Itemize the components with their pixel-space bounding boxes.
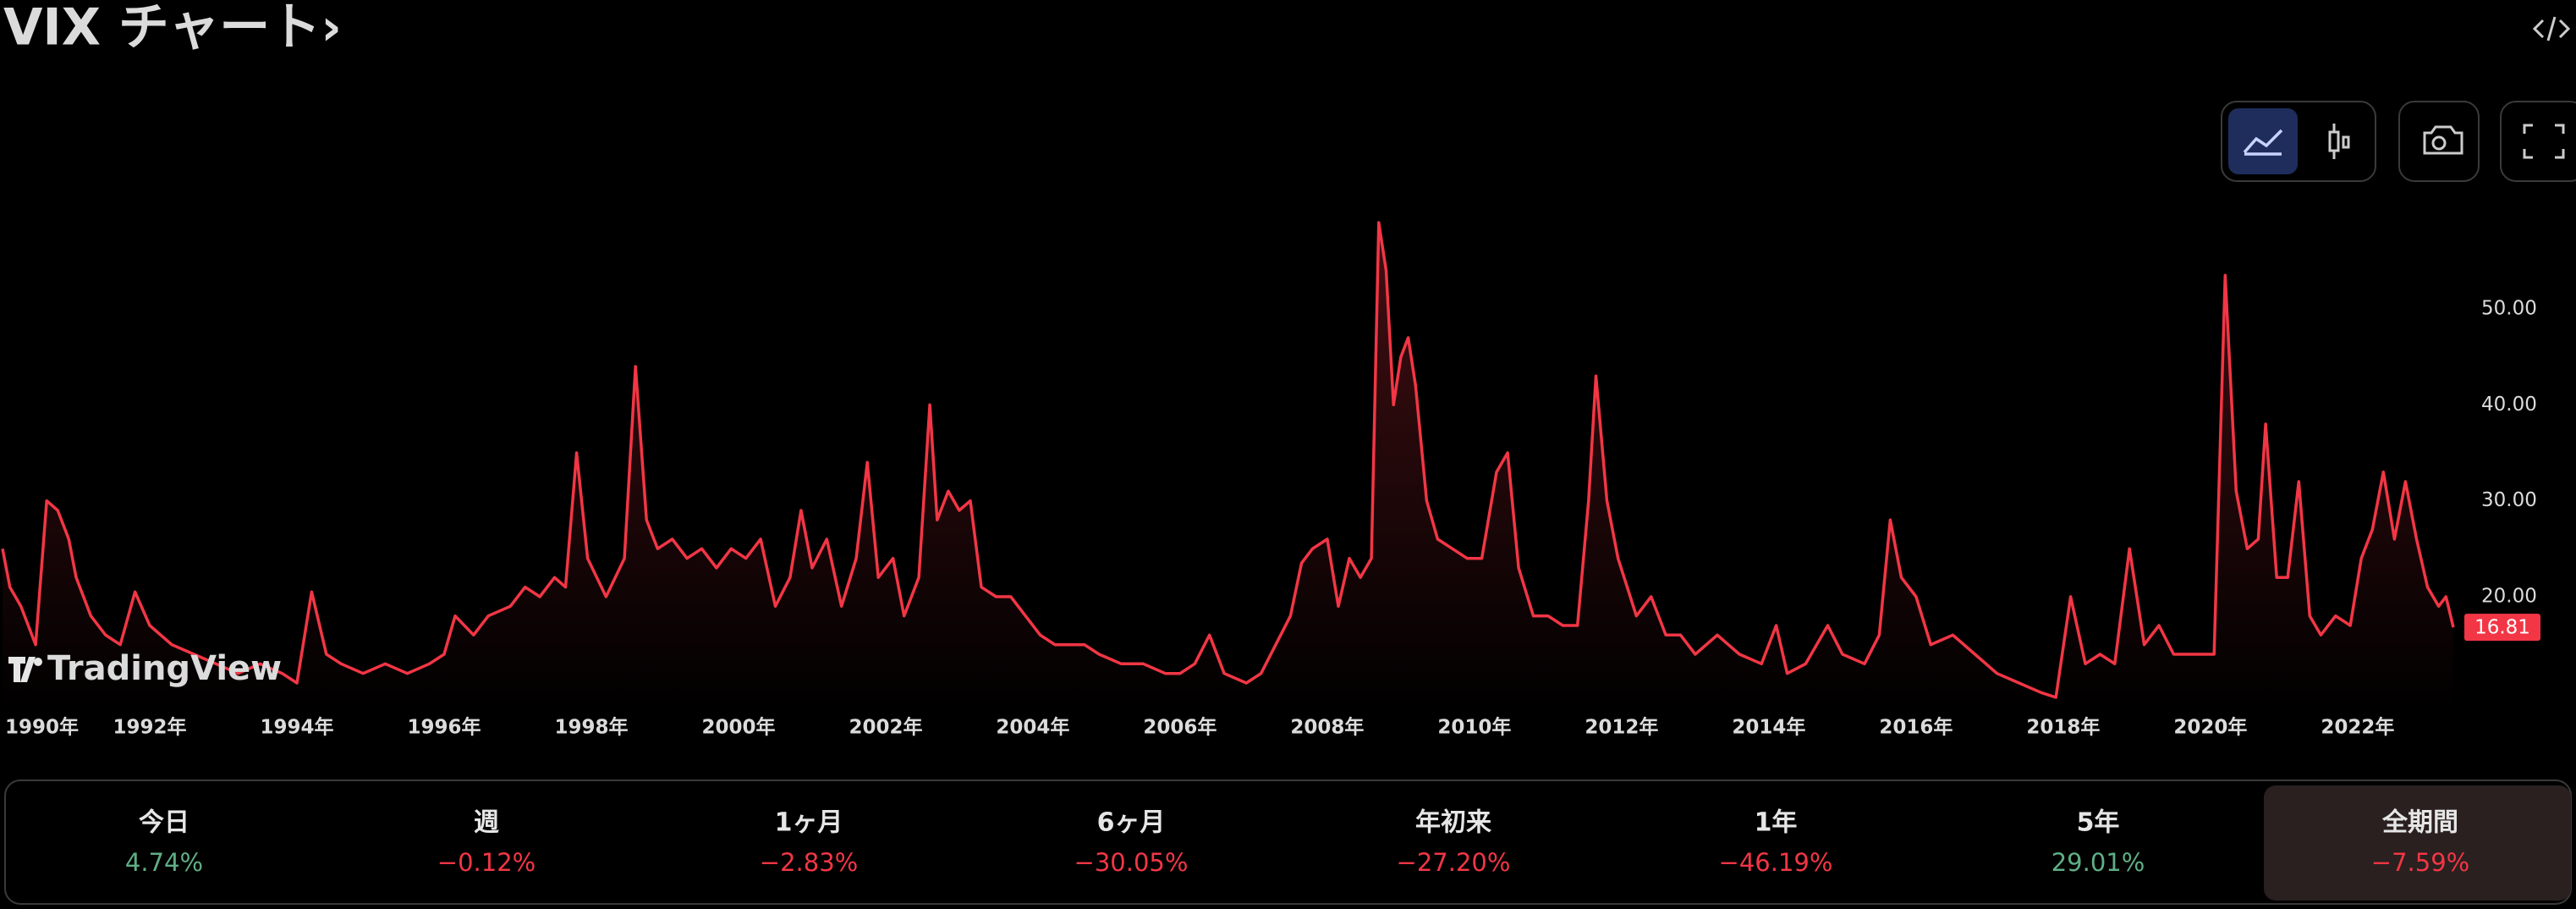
performance-cell[interactable]: 今日 4.74% [125, 808, 203, 878]
performance-bar [4, 780, 2572, 905]
period-change: −0.12% [437, 848, 536, 877]
performance-cell[interactable]: 6ヶ月 −30.05% [1074, 808, 1189, 878]
x-tick-label: 2014年 [1732, 716, 1805, 739]
performance-cell[interactable]: 年初来 −27.20% [1397, 808, 1511, 878]
period-label: 1年 [1755, 808, 1798, 838]
y-tick-label: 20.00 [2481, 586, 2537, 608]
x-tick-label: 2004年 [996, 716, 1069, 739]
period-label: 週 [474, 808, 499, 838]
period-change: −30.05% [1074, 848, 1189, 877]
x-tick-label: 2000年 [701, 716, 775, 739]
watermark-text: TradingView [47, 649, 282, 688]
y-tick-label: 40.00 [2481, 394, 2537, 416]
period-change: 29.01% [2051, 848, 2145, 877]
x-tick-label: 2020年 [2173, 716, 2247, 739]
y-tick-label: 30.00 [2481, 489, 2537, 511]
x-tick-label: 2008年 [1290, 716, 1364, 739]
snapshot-button[interactable] [2398, 101, 2480, 182]
candle-chart-button[interactable] [2328, 124, 2350, 159]
period-label: 6ヶ月 [1097, 808, 1166, 838]
chart-type-toggle [2221, 101, 2376, 182]
y-tick-label: 50.00 [2481, 298, 2537, 320]
performance-cell[interactable]: 全期間 −7.59% [2264, 785, 2571, 901]
period-label: 5年 [2077, 808, 2120, 838]
line-chart-button[interactable] [2228, 108, 2298, 174]
period-change: 4.74% [125, 848, 203, 877]
plot: 20.00 30.00 40.00 50.00 1990年 1992年 1994年 1996年… [1, 221, 2540, 739]
x-tick-label: 2018年 [2026, 716, 2100, 739]
x-tick-label: 1998年 [554, 716, 628, 739]
period-label: 年初来 [1415, 808, 1491, 838]
period-change: −46.19% [1719, 848, 1833, 877]
x-tick-label: 2016年 [1879, 716, 1953, 739]
period-change: −2.83% [760, 848, 858, 877]
x-tick-label: 1990年 [5, 716, 79, 739]
x-tick-label: 1996年 [407, 716, 481, 739]
chart-title[interactable]: VIX チャート› [3, 0, 342, 58]
watermark: TradingView [8, 649, 282, 688]
line [1, 221, 2455, 699]
period-label: 全期間 [2381, 808, 2458, 838]
x-tick-label: 1994年 [260, 716, 333, 739]
x-tick-label: 2012年 [1585, 716, 1658, 739]
last-price-label: 16.81 [2474, 617, 2530, 639]
period-change: −27.20% [1397, 848, 1511, 877]
performance-cells: 今日 4.74% 週 −0.12% 1ヶ月 −2.83% 6ヶ月 −30.05% 年初来 −27.… [125, 785, 2571, 901]
performance-cell[interactable]: 週 −0.12% [437, 808, 536, 878]
x-tick-label: 2002年 [849, 716, 922, 739]
embed-icon[interactable] [2532, 16, 2571, 41]
performance-cell[interactable]: 1年 −46.19% [1719, 808, 1833, 878]
performance-cell[interactable]: 5年 29.01% [2051, 808, 2145, 878]
period-change: −7.59% [2371, 848, 2469, 877]
period-label: 1ヶ月 [775, 808, 843, 838]
area [3, 223, 2453, 712]
x-tick-label: 2022年 [2321, 716, 2394, 739]
last-price-badge [2464, 614, 2540, 642]
x-tick-label: 2006年 [1143, 716, 1217, 739]
x-tick-label: 2010年 [1437, 716, 1511, 739]
fullscreen-button[interactable] [2500, 101, 2576, 182]
period-label: 今日 [139, 808, 189, 838]
selected-cell-bg [2264, 785, 2571, 901]
x-tick-label: 1992年 [113, 716, 186, 739]
performance-cell[interactable]: 1ヶ月 −2.83% [760, 808, 858, 878]
